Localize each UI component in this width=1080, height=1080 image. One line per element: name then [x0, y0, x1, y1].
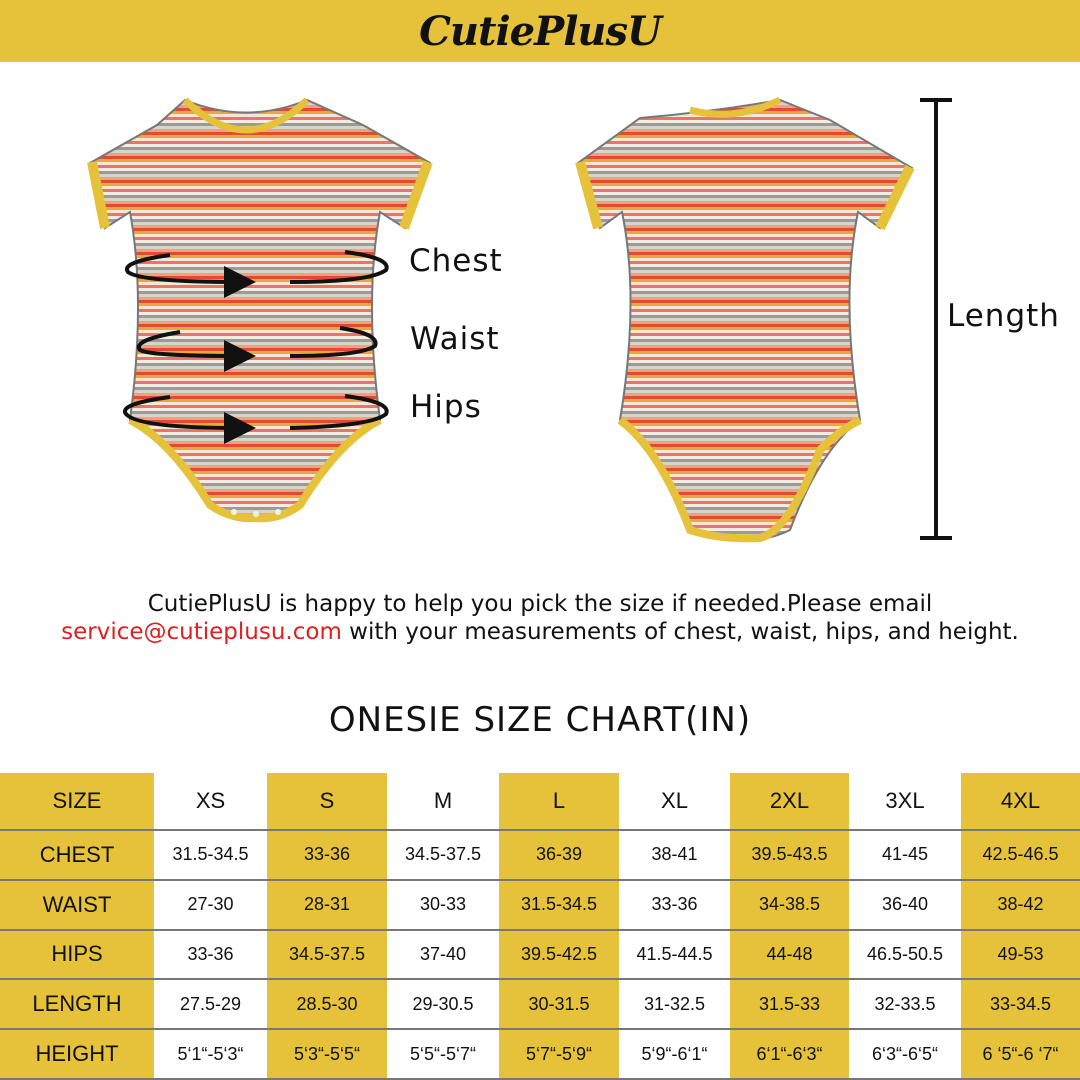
table-row-label: WAIST [0, 879, 154, 931]
table-row: LENGTH 27.5-29 28.5-30 29-30.5 30-31.5 3… [0, 979, 1080, 1031]
table-cell: 31.5-34.5 [154, 830, 267, 881]
table-cell: 46.5-50.5 [849, 929, 961, 981]
length-indicator-icon [920, 98, 952, 540]
table-cell: 6‘3“-6‘5“ [849, 1029, 961, 1080]
table-header-cell: M [387, 773, 499, 831]
length-label: Length [947, 298, 1060, 334]
back-onesie-icon [575, 96, 915, 543]
table-cell: 44-48 [730, 929, 849, 981]
table-cell: 28-31 [267, 879, 387, 931]
size-chart-table: SIZE XS S M L XL 2XL 3XL 4XL CHEST 31.5-… [0, 773, 1080, 1080]
service-email-link[interactable]: service@cutieplusu.com [61, 619, 342, 645]
table-cell: 38-41 [619, 830, 730, 881]
table-header-cell: S [267, 773, 387, 831]
table-cell: 36-39 [499, 830, 619, 881]
table-header-cell: 2XL [730, 773, 849, 831]
table-cell: 41-45 [849, 830, 961, 881]
table-header-cell: 3XL [849, 773, 961, 831]
table-cell: 30-33 [387, 879, 499, 931]
table-header-cell: SIZE [0, 773, 154, 831]
table-cell: 33-36 [619, 879, 730, 931]
table-row: HEIGHT 5‘1“-5‘3“ 5‘3“-5‘5“ 5‘5“-5‘7“ 5‘7… [0, 1029, 1080, 1080]
table-cell: 33-36 [267, 830, 387, 881]
table-cell: 31.5-33 [730, 979, 849, 1031]
table-cell: 38-42 [961, 879, 1080, 931]
table-cell: 5‘7“-5‘9“ [499, 1029, 619, 1080]
table-cell: 28.5-30 [267, 979, 387, 1031]
table-cell: 33-36 [154, 929, 267, 981]
front-onesie-icon [87, 97, 433, 523]
table-header-cell: L [499, 773, 619, 831]
table-header-cell: XL [619, 773, 730, 831]
table-cell: 34-38.5 [730, 879, 849, 931]
table-cell: 34.5-37.5 [267, 929, 387, 981]
table-cell: 5‘1“-5‘3“ [154, 1029, 267, 1080]
table-row: WAIST 27-30 28-31 30-33 31.5-34.5 33-36 … [0, 879, 1080, 931]
waist-label: Waist [410, 321, 500, 357]
table-cell: 32-33.5 [849, 979, 961, 1031]
table-row-label: LENGTH [0, 979, 154, 1031]
header-band [0, 0, 1080, 62]
table-cell: 41.5-44.5 [619, 929, 730, 981]
table-row: HIPS 33-36 34.5-37.5 37-40 39.5-42.5 41.… [0, 929, 1080, 981]
help-message: CutiePlusU is happy to help you pick the… [0, 590, 1080, 646]
table-cell: 49-53 [961, 929, 1080, 981]
hips-label: Hips [410, 389, 482, 425]
table-cell: 39.5-42.5 [499, 929, 619, 981]
chest-label: Chest [409, 243, 503, 279]
table-cell: 5‘9“-6‘1“ [619, 1029, 730, 1080]
table-cell: 36-40 [849, 879, 961, 931]
table-cell: 5‘3“-5‘5“ [267, 1029, 387, 1080]
table-row-label: HEIGHT [0, 1029, 154, 1080]
table-cell: 31.5-34.5 [499, 879, 619, 931]
help-message-line1: CutiePlusU is happy to help you pick the… [147, 591, 933, 617]
table-cell: 42.5-46.5 [961, 830, 1080, 881]
table-cell: 39.5-43.5 [730, 830, 849, 881]
help-message-line2: service@cutieplusu.com with your measure… [0, 618, 1080, 646]
table-cell: 27-30 [154, 879, 267, 931]
table-row: CHEST 31.5-34.5 33-36 34.5-37.5 36-39 38… [0, 830, 1080, 881]
table-cell: 5‘5“-5‘7“ [387, 1029, 499, 1080]
table-header-cell: XS [154, 773, 267, 831]
table-cell: 29-30.5 [387, 979, 499, 1031]
table-row-label: CHEST [0, 830, 154, 881]
table-cell: 6 ‘5“-6 ‘7“ [961, 1029, 1080, 1080]
table-header-row: SIZE XS S M L XL 2XL 3XL 4XL [0, 773, 1080, 831]
onesie-illustration [87, 96, 952, 543]
brand-logo: CutiePlusU [419, 7, 662, 55]
table-cell: 33-34.5 [961, 979, 1080, 1031]
table-header-cell: 4XL [961, 773, 1080, 831]
table-cell: 31-32.5 [619, 979, 730, 1031]
table-cell: 27.5-29 [154, 979, 267, 1031]
table-cell: 6‘1“-6‘3“ [730, 1029, 849, 1080]
table-cell: 30-31.5 [499, 979, 619, 1031]
table-row-label: HIPS [0, 929, 154, 981]
chart-title: ONESIE SIZE CHART(IN) [328, 700, 752, 740]
table-cell: 37-40 [387, 929, 499, 981]
help-message-line2-rest: with your measurements of chest, waist, … [341, 619, 1019, 645]
table-cell: 34.5-37.5 [387, 830, 499, 881]
